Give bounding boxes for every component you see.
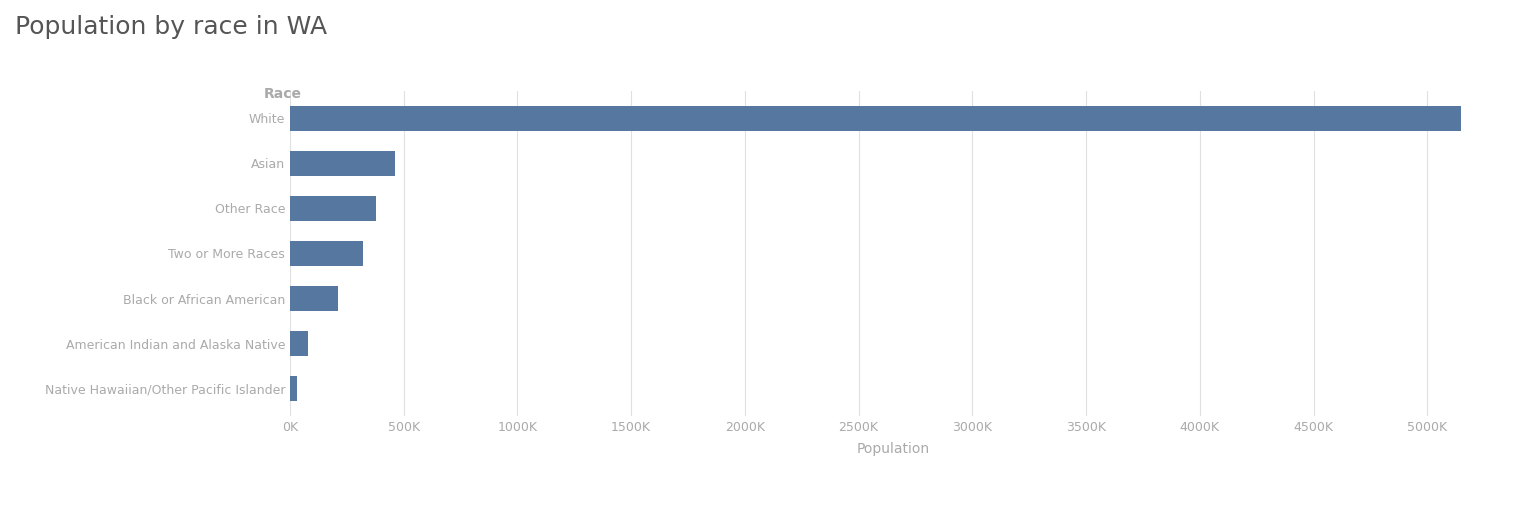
- Bar: [290, 331, 308, 356]
- Bar: [290, 196, 377, 221]
- Bar: [290, 241, 363, 266]
- Text: Race: Race: [264, 87, 301, 101]
- Bar: [290, 151, 395, 176]
- X-axis label: Population: Population: [856, 442, 929, 456]
- Bar: [290, 286, 337, 311]
- Bar: [290, 106, 1462, 131]
- Text: Population by race in WA: Population by race in WA: [15, 15, 328, 39]
- Bar: [290, 376, 296, 401]
